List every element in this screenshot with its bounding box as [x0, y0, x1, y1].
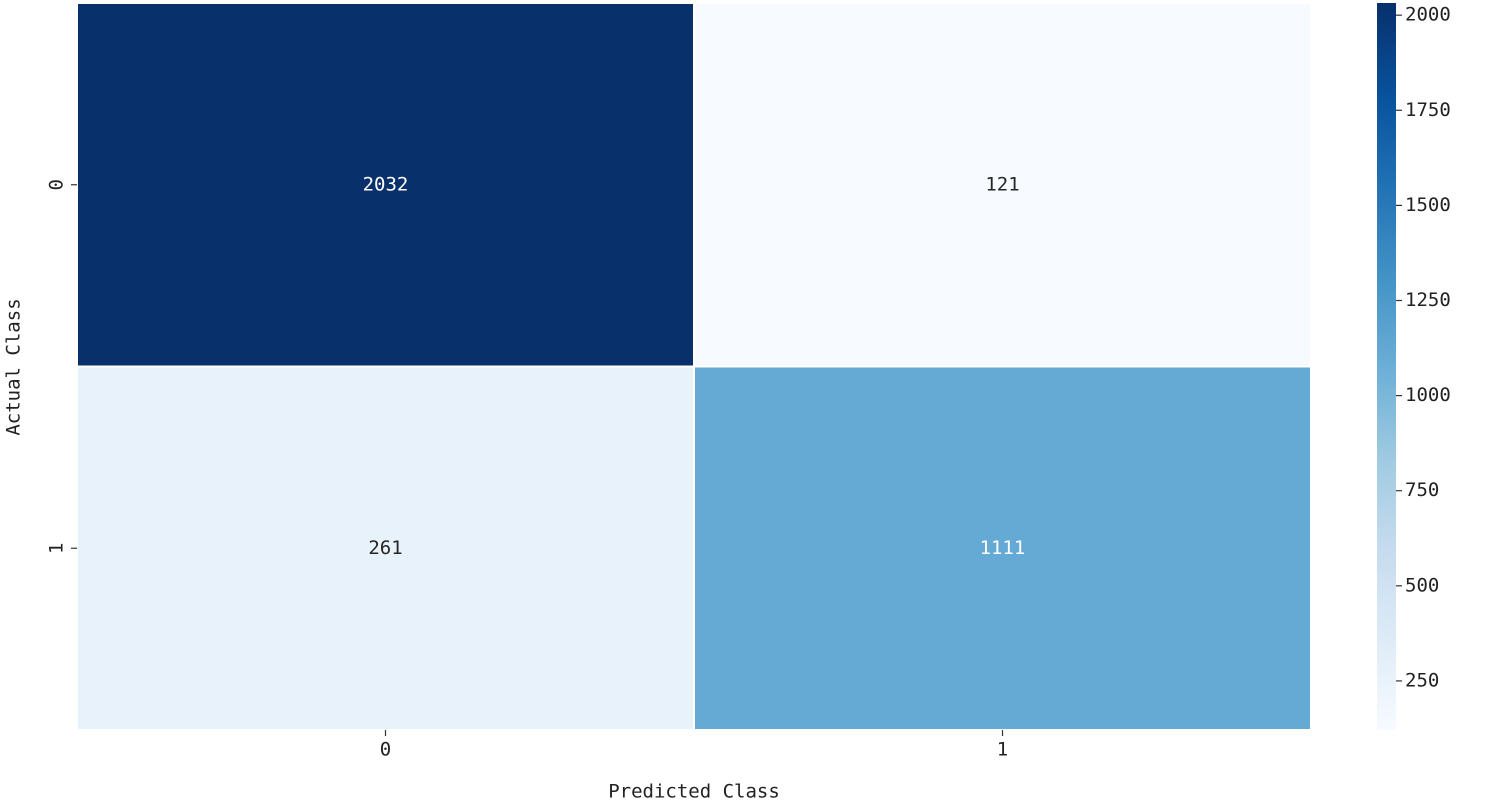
colorbar-tick-label: 1250: [1405, 289, 1451, 311]
cell-label: 121: [985, 173, 1019, 195]
colorbar-tick-label: 750: [1405, 479, 1439, 501]
colorbar-tick-label: 1500: [1405, 194, 1451, 216]
colorbar: [1377, 3, 1396, 730]
colorbar-tick-label: 2000: [1405, 4, 1451, 26]
x-tick-label: 0: [380, 739, 391, 761]
y-tick-label: 0: [46, 179, 68, 190]
x-tick-label: 1: [997, 739, 1008, 761]
cell-label: 261: [368, 537, 402, 559]
y-axis-label: Actual Class: [3, 298, 25, 435]
cell: [693, 2, 1312, 368]
colorbar-tick-label: 1750: [1405, 99, 1451, 121]
cell-label: 1111: [980, 537, 1026, 559]
cell: [76, 2, 695, 368]
colorbar-tick-label: 500: [1405, 574, 1439, 596]
colorbar-tick-label: 1000: [1405, 384, 1451, 406]
x-axis-label: Predicted Class: [608, 781, 780, 803]
y-tick-label: 1: [46, 543, 68, 554]
colorbar-tick-label: 250: [1405, 669, 1439, 691]
cell: [76, 365, 695, 731]
cell: [693, 365, 1312, 731]
cell-label: 2032: [363, 173, 409, 195]
